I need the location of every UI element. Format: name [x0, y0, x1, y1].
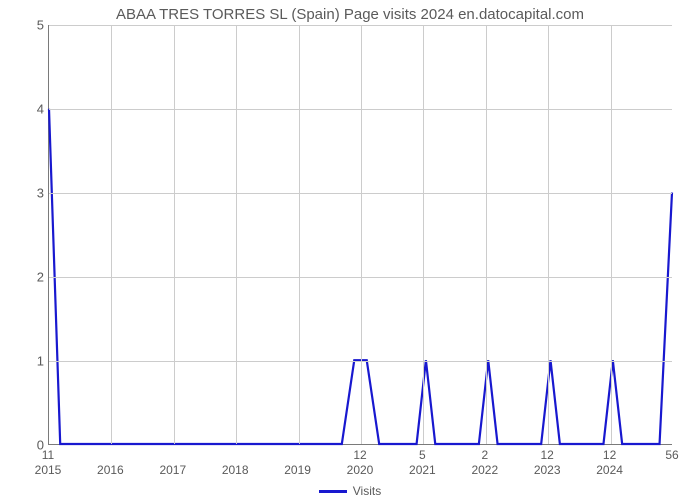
gridline-v	[111, 25, 112, 444]
legend-swatch	[319, 490, 347, 493]
x-year-label: 2018	[222, 463, 249, 477]
x-value-label: 12	[541, 448, 554, 462]
y-tick-label: 0	[4, 438, 44, 453]
legend-label: Visits	[353, 484, 381, 498]
x-year-label: 2016	[97, 463, 124, 477]
x-value-label: 56	[665, 448, 678, 462]
gridline-v	[174, 25, 175, 444]
x-year-label: 2017	[159, 463, 186, 477]
x-year-label: 2015	[35, 463, 62, 477]
y-tick-label: 2	[4, 270, 44, 285]
y-tick-label: 1	[4, 354, 44, 369]
x-year-label: 2022	[471, 463, 498, 477]
gridline-v	[548, 25, 549, 444]
plot-area	[48, 25, 672, 445]
chart-title: ABAA TRES TORRES SL (Spain) Page visits …	[0, 6, 700, 23]
chart-container: ABAA TRES TORRES SL (Spain) Page visits …	[0, 0, 700, 500]
x-value-label: 12	[353, 448, 366, 462]
gridline-v	[299, 25, 300, 444]
gridline-v	[361, 25, 362, 444]
gridline-v	[423, 25, 424, 444]
legend: Visits	[0, 484, 700, 498]
x-value-label: 12	[603, 448, 616, 462]
x-year-label: 2020	[347, 463, 374, 477]
x-year-label: 2024	[596, 463, 623, 477]
gridline-v	[236, 25, 237, 444]
y-tick-label: 5	[4, 18, 44, 33]
x-year-label: 2019	[284, 463, 311, 477]
x-value-label: 11	[42, 448, 54, 462]
gridline-v	[611, 25, 612, 444]
x-year-label: 2021	[409, 463, 436, 477]
x-year-label: 2023	[534, 463, 561, 477]
gridline-v	[486, 25, 487, 444]
x-value-label: 2	[481, 448, 488, 462]
y-tick-label: 4	[4, 102, 44, 117]
y-tick-label: 3	[4, 186, 44, 201]
x-value-label: 5	[419, 448, 426, 462]
